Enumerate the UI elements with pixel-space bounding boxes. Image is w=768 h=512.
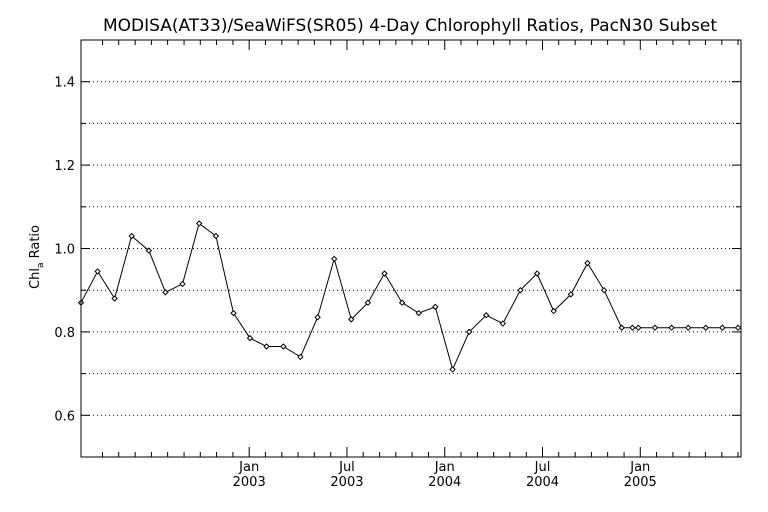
data-point — [600, 286, 608, 294]
data-point — [331, 255, 338, 263]
y-tick-label: 1.2 — [54, 159, 75, 174]
data-point — [482, 312, 490, 319]
y-axis-label-main: Chl — [28, 268, 43, 289]
data-point — [179, 280, 186, 288]
x-tick-label-year: 2003 — [233, 475, 266, 490]
data-point — [230, 309, 237, 317]
grid-layer — [81, 81, 741, 416]
data-point — [398, 299, 406, 306]
data-point — [162, 289, 169, 296]
data-point — [348, 316, 355, 323]
data-point — [212, 232, 220, 240]
data-point — [517, 286, 524, 294]
x-tick-label-year: 2004 — [428, 475, 461, 490]
data-point — [719, 324, 726, 331]
y-tick-label: 1.0 — [54, 243, 75, 258]
data-point — [263, 343, 270, 350]
data-point — [280, 343, 287, 350]
y-tick-label: 0.8 — [54, 326, 75, 341]
series-layer — [77, 220, 742, 373]
data-point — [297, 353, 304, 361]
x-tick-label-month: Jan — [434, 460, 455, 475]
data-point — [550, 307, 557, 315]
data-point — [415, 309, 422, 317]
x-tick-label-month: Jul — [338, 460, 355, 475]
series-line — [80, 222, 739, 371]
y-tick-label: 1.4 — [54, 76, 75, 91]
x-tick-label-month: Jul — [534, 460, 551, 475]
tick-layer — [81, 40, 741, 457]
x-tick-label-year: 2003 — [330, 475, 363, 490]
data-point — [629, 324, 636, 331]
data-point — [246, 334, 254, 342]
x-tick-label-year: 2004 — [526, 475, 559, 490]
data-point — [584, 259, 591, 267]
y-axis-label: Chla Ratio — [28, 225, 46, 289]
data-point — [499, 320, 507, 327]
data-point — [432, 303, 439, 311]
chart-title: MODISA(AT33)/SeaWiFS(SR05) 4-Day Chlorop… — [103, 16, 717, 36]
x-tick-label-year: 2005 — [624, 475, 657, 490]
data-point — [567, 291, 575, 298]
y-tick-label: 0.6 — [54, 409, 75, 424]
data-point — [618, 324, 625, 331]
data-point — [314, 314, 321, 321]
data-point — [465, 328, 473, 336]
data-point — [128, 232, 135, 240]
data-point — [111, 295, 118, 302]
data-point — [684, 324, 692, 331]
data-point — [145, 247, 153, 254]
data-point — [195, 220, 203, 227]
y-axis-label-rest: Ratio — [28, 225, 43, 263]
data-point — [635, 324, 642, 331]
data-point — [364, 299, 372, 306]
x-tick-label-month: Jan — [629, 460, 650, 475]
data-point — [381, 270, 388, 277]
data-point — [668, 324, 675, 331]
data-point — [651, 324, 659, 331]
data-point — [449, 366, 456, 373]
data-point — [533, 270, 541, 277]
y-axis-label-subscript: a — [36, 263, 46, 269]
x-tick-label-month: Jan — [238, 460, 259, 475]
plot-frame — [80, 39, 742, 458]
data-point — [702, 324, 710, 331]
data-point — [94, 268, 101, 275]
data-point — [734, 324, 742, 331]
tick-label-layer: 0.60.81.01.21.4Jan2003Jul2003Jan2004Jul2… — [54, 76, 657, 490]
